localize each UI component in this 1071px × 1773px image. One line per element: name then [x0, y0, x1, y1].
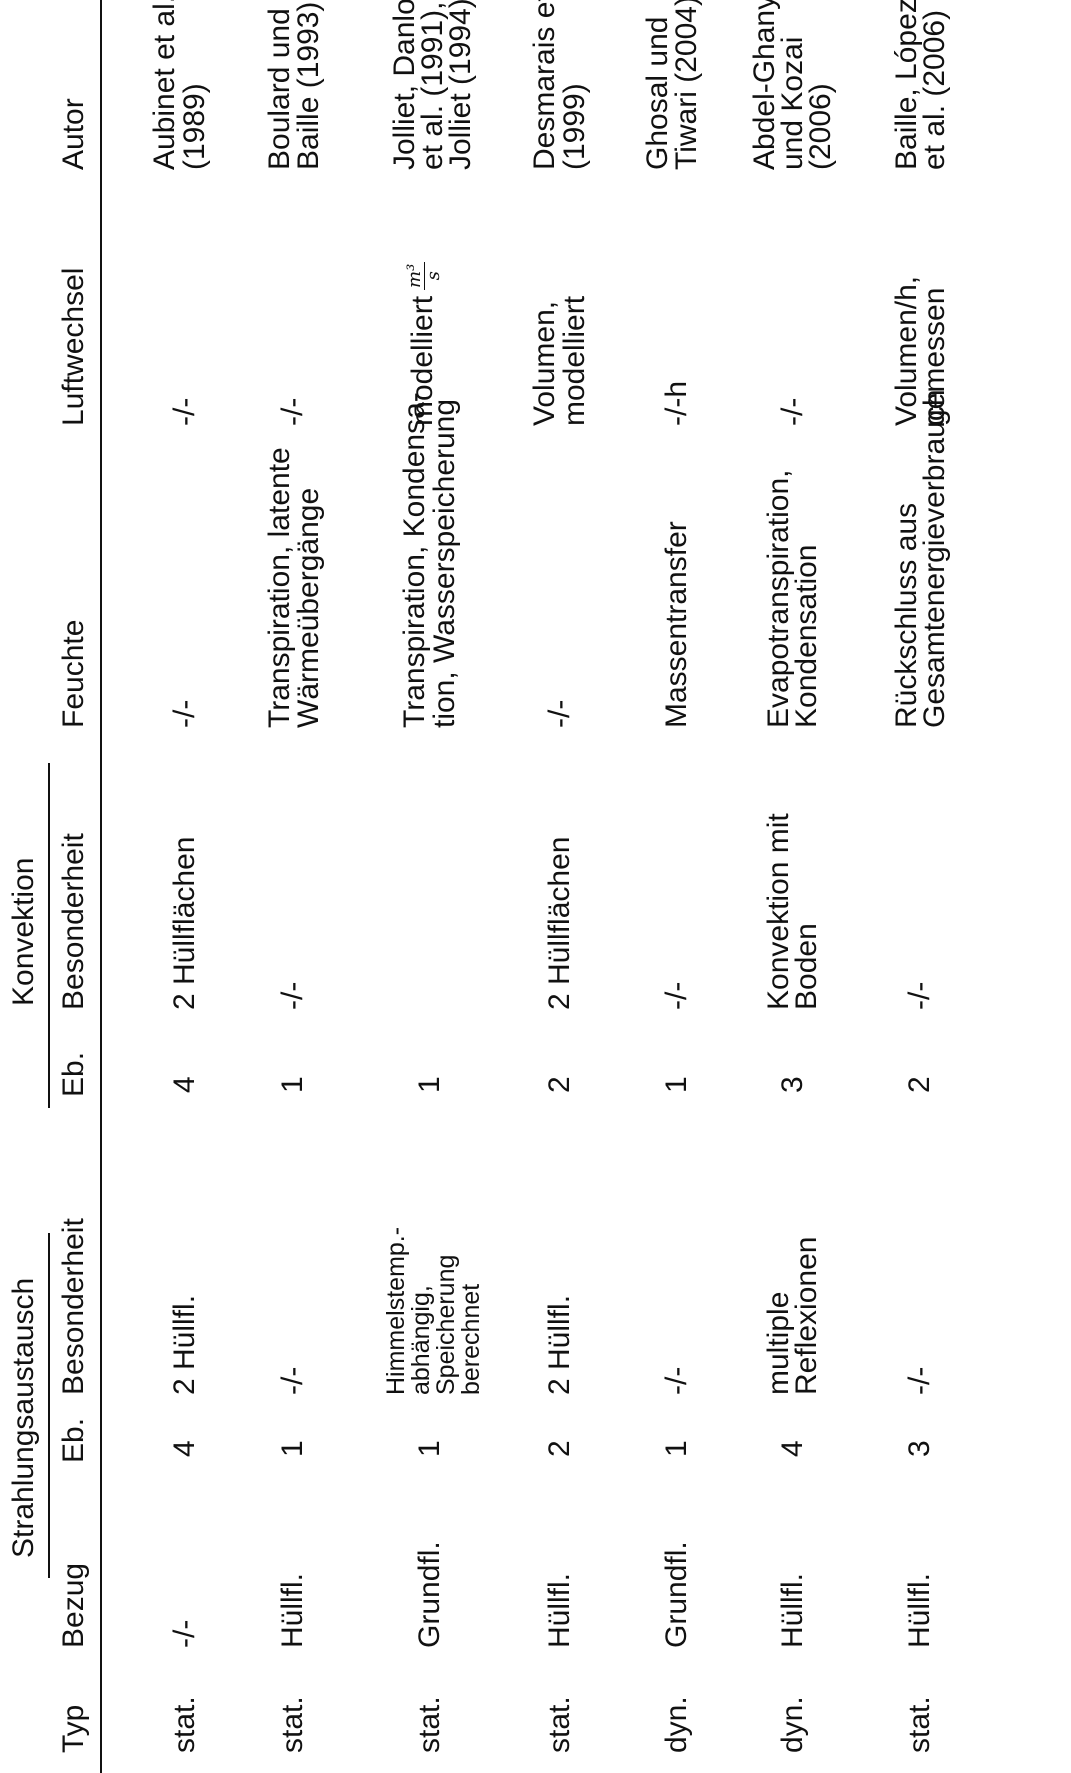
row7-konvektion-besonderheit: -/- — [905, 982, 935, 1010]
row5-strahlung-besonderheit: -/- — [662, 1367, 692, 1395]
row5-konvektion-besonderheit: -/- — [662, 982, 692, 1010]
row4-luftwechsel-line1: Volumen, — [530, 301, 560, 426]
strahlung-group-rule — [48, 1233, 50, 1578]
row5-feuchte: Massentransfer — [662, 521, 692, 728]
row2-autor-line1: Boulard und — [265, 8, 295, 170]
header-typ: Typ — [58, 1705, 90, 1753]
row4-bezug: Hüllfl. — [545, 1573, 575, 1648]
row3-strahlung-besonderheit-line3: Speicherung — [434, 1255, 458, 1395]
konvektion-group-rule — [48, 763, 50, 1108]
row3-luftwechsel: modelliert m³ s — [400, 262, 446, 426]
row7-luftwechsel-line2: gemessen — [920, 288, 950, 426]
row3-feuchte-line1: Transpiration, Kondensa- — [400, 392, 430, 728]
row5-konvektion-eb: 1 — [662, 1076, 692, 1093]
row2-autor-line2: Baille (1993) — [294, 2, 324, 170]
row4-autor-line1: Desmarais et al. — [530, 0, 560, 170]
row1-strahlung-eb: 4 — [170, 1440, 200, 1457]
row1-feuchte: -/- — [170, 700, 200, 728]
row2-konvektion-eb: 1 — [278, 1076, 308, 1093]
row6-autor-line3: (2006) — [806, 83, 836, 170]
row2-strahlung-besonderheit: -/- — [278, 1367, 308, 1395]
row2-strahlung-eb: 1 — [278, 1440, 308, 1457]
row6-bezug: Hüllfl. — [778, 1573, 808, 1648]
row5-strahlung-eb: 1 — [662, 1440, 692, 1457]
header-autor: Autor — [58, 98, 90, 170]
row3-typ: stat. — [415, 1696, 445, 1753]
row7-autor-line2: et al. (2006) — [920, 10, 950, 170]
row4-strahlung-eb: 2 — [545, 1440, 575, 1457]
row3-luftwechsel-text: modelliert — [406, 296, 439, 426]
header-strahlung-besonderheit: Besonderheit — [58, 1218, 90, 1395]
row3-strahlung-besonderheit-line1: Himmelstemp.- — [384, 1227, 408, 1395]
row1-autor-line1: Aubinet et al. — [150, 0, 180, 170]
row7-feuchte-line2: Gesamtenergieverbrauch — [920, 389, 950, 728]
row2-konvektion-besonderheit: -/- — [278, 982, 308, 1010]
row1-typ: stat. — [170, 1696, 200, 1753]
row5-luftwechsel: -/-h — [662, 381, 692, 426]
row6-luftwechsel: -/- — [778, 398, 808, 426]
row6-typ: dyn. — [778, 1696, 808, 1753]
row5-autor-line1: Ghosal und — [643, 17, 673, 170]
row3-bezug: Grundfl. — [415, 1541, 445, 1648]
row5-bezug: Grundfl. — [662, 1541, 692, 1648]
header-strahlung-group: Strahlungsaustausch — [8, 1278, 40, 1558]
row2-bezug: Hüllfl. — [278, 1573, 308, 1648]
row3-luftwechsel-unit-num: m³ — [406, 262, 425, 290]
row3-strahlung-eb: 1 — [415, 1440, 445, 1457]
row6-konvektion-eb: 3 — [778, 1076, 808, 1093]
row3-luftwechsel-unit: m³ s — [406, 262, 443, 290]
row6-feuchte-line2: Kondensation — [792, 545, 822, 729]
row1-autor-line2: (1989) — [180, 83, 210, 170]
row4-luftwechsel-line2: modelliert — [560, 296, 590, 426]
row3-feuchte-line2: tion, Wasserspeicherung — [430, 399, 460, 728]
row6-strahlung-besonderheit-line2: Reflexionen — [792, 1237, 822, 1395]
row7-konvektion-eb: 2 — [905, 1076, 935, 1093]
row4-typ: stat. — [545, 1696, 575, 1753]
row3-autor-line3: Jolliet (1994) — [446, 0, 476, 170]
header-konvektion-group: Konvektion — [8, 858, 40, 1006]
header-konvektion-besonderheit: Besonderheit — [58, 833, 90, 1010]
row2-feuchte-line1: Transpiration, latente — [265, 447, 295, 728]
row6-strahlung-eb: 4 — [778, 1440, 808, 1457]
row7-typ: stat. — [905, 1696, 935, 1753]
row2-typ: stat. — [278, 1696, 308, 1753]
row4-autor-line2: (1999) — [560, 83, 590, 170]
row4-konvektion-eb: 2 — [545, 1076, 575, 1093]
row6-konvektion-besonderheit-line2: Boden — [792, 923, 822, 1010]
row7-strahlung-eb: 3 — [905, 1440, 935, 1457]
row5-autor-line2: Tiwari (2004) — [672, 0, 702, 170]
row1-konvektion-eb: 4 — [170, 1076, 200, 1093]
row5-typ: dyn. — [662, 1696, 692, 1753]
header-konvektion-eb: Eb. — [58, 1052, 90, 1097]
row4-konvektion-besonderheit: 2 Hüllflächen — [545, 837, 575, 1010]
row3-konvektion-eb: 1 — [415, 1076, 445, 1093]
row1-luftwechsel: -/- — [170, 398, 200, 426]
row4-strahlung-besonderheit: 2 Hüllfl. — [545, 1295, 575, 1395]
header-luftwechsel: Luftwechsel — [58, 268, 90, 426]
row2-feuchte-line2: Wärmeübergänge — [294, 488, 324, 728]
row3-luftwechsel-unit-den: s — [425, 262, 443, 290]
row3-strahlung-besonderheit-line2: abhängig, — [409, 1285, 433, 1395]
row7-strahlung-besonderheit: -/- — [905, 1367, 935, 1395]
top-rule — [100, 0, 102, 1773]
row1-konvektion-besonderheit: 2 Hüllflächen — [170, 837, 200, 1010]
row4-feuchte: -/- — [545, 700, 575, 728]
header-strahlung-eb: Eb. — [58, 1418, 90, 1463]
row1-bezug: -/- — [170, 1620, 200, 1648]
header-bezug: Bezug — [58, 1563, 90, 1648]
row1-strahlung-besonderheit: 2 Hüllfl. — [170, 1295, 200, 1395]
row2-luftwechsel: -/- — [278, 398, 308, 426]
row3-strahlung-besonderheit-line4: berechnet — [459, 1284, 483, 1395]
row7-bezug: Hüllfl. — [905, 1573, 935, 1648]
header-feuchte: Feuchte — [58, 620, 90, 728]
